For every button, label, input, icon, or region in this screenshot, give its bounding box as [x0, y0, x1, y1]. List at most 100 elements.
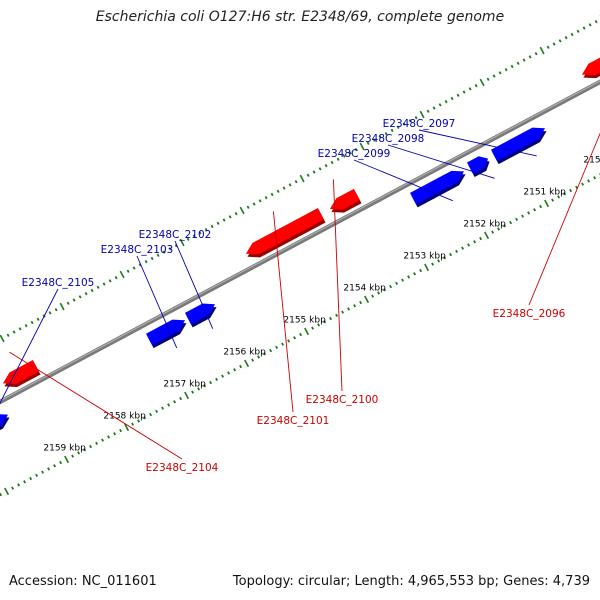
E2348C_2101-leader-line — [272, 211, 294, 413]
inner-ruler-tick — [126, 269, 130, 273]
outer-ruler-tick — [329, 316, 333, 321]
inner-ruler-tick — [342, 154, 346, 158]
outer-ruler-tick — [173, 400, 177, 404]
inner-ruler-tick — [336, 157, 340, 161]
inner-ruler-tick — [90, 288, 94, 293]
inner-ruler-tick — [162, 250, 166, 254]
inner-ruler-tick — [504, 68, 508, 72]
inner-ruler-tick — [479, 78, 485, 87]
inner-ruler-tick — [450, 96, 454, 101]
inner-ruler-tick — [492, 74, 496, 78]
inner-ruler-tick — [486, 77, 490, 81]
E2348C_2105-arrow-shadow — [0, 417, 10, 431]
inner-ruler-tick — [156, 253, 160, 257]
ruler-tick-label: 2155 kbp — [283, 315, 326, 325]
inner-ruler-tick — [594, 20, 598, 24]
inner-ruler-tick — [432, 106, 436, 110]
inner-ruler-tick — [419, 110, 425, 119]
outer-ruler-tick — [287, 339, 291, 343]
outer-ruler-tick — [527, 211, 531, 215]
ruler-tick-label: 2150 kbp — [583, 155, 600, 165]
outer-ruler-tick — [293, 336, 297, 340]
inner-ruler-tick — [288, 183, 292, 187]
outer-ruler-tick — [197, 387, 201, 391]
outer-ruler-tick — [47, 467, 51, 471]
outer-ruler-tick — [569, 188, 573, 193]
ruler-tick-label: 2153 kbp — [403, 251, 446, 261]
outer-ruler-tick — [239, 364, 243, 369]
E2348C_2099-arrow — [410, 170, 465, 205]
inner-ruler-tick — [168, 247, 172, 251]
outer-ruler-tick — [71, 454, 75, 458]
inner-ruler-tick — [144, 260, 148, 264]
E2348C_2097-arrow — [491, 127, 546, 162]
outer-ruler-tick — [215, 377, 219, 382]
ruler-tick-label: 2152 kbp — [463, 219, 506, 229]
outer-ruler-tick — [473, 240, 477, 244]
inner-ruler-tick — [384, 132, 388, 136]
outer-ruler-tick — [161, 406, 165, 410]
E2348C_2103-arrow — [146, 319, 186, 346]
inner-ruler-tick — [359, 142, 365, 151]
outer-ruler-tick — [533, 208, 537, 212]
outer-ruler-tick — [184, 391, 190, 400]
inner-ruler-tick — [96, 285, 100, 289]
backbone-highlight — [0, 80, 600, 402]
inner-ruler-tick — [234, 212, 238, 216]
outer-ruler-tick — [191, 390, 195, 394]
inner-ruler-tick — [312, 170, 316, 174]
backbone-line — [0, 79, 600, 405]
inner-ruler-tick — [510, 64, 514, 69]
outer-ruler-tick — [4, 487, 10, 496]
ruler-tick-label: 2156 kbp — [223, 347, 266, 357]
outer-ruler-tick — [17, 483, 21, 487]
outer-ruler-tick — [233, 368, 237, 372]
outer-ruler-tick — [479, 236, 483, 241]
outer-ruler-tick — [449, 252, 453, 257]
outer-ruler-tick — [251, 358, 255, 362]
E2348C_2096-leader-line — [528, 132, 600, 306]
inner-ruler-tick — [66, 301, 70, 305]
outer-ruler-tick — [89, 444, 93, 449]
inner-ruler-tick — [299, 174, 305, 183]
E2348C_2104-arrow — [2, 360, 39, 384]
outer-ruler-tick — [113, 432, 117, 436]
inner-ruler-tick — [198, 231, 202, 235]
inner-ruler-tick — [426, 109, 430, 113]
inner-ruler-tick — [330, 160, 334, 165]
inner-ruler-tick — [174, 244, 178, 248]
inner-ruler-tick — [239, 206, 245, 215]
outer-ruler-tick — [167, 403, 171, 407]
inner-ruler-tick — [276, 189, 280, 193]
outer-ruler-tick — [593, 176, 597, 180]
E2348C_2097-leader-line — [418, 129, 537, 157]
E2348C_2099-label: E2348C_2099 — [318, 148, 391, 160]
E2348C_2105-leader-line — [0, 288, 59, 405]
inner-ruler-tick — [36, 317, 40, 321]
inner-ruler-tick — [12, 330, 16, 334]
inner-ruler-tick — [372, 138, 376, 142]
outer-ruler-tick — [491, 230, 495, 234]
outer-ruler-tick — [557, 195, 561, 199]
outer-ruler-tick — [323, 320, 327, 324]
inner-ruler-tick — [114, 276, 118, 280]
inner-ruler-tick — [222, 218, 226, 222]
E2348C_2097-label: E2348C_2097 — [383, 118, 456, 130]
E2348C_2103-leader-line — [136, 255, 178, 349]
outer-ruler-tick — [353, 304, 357, 308]
inner-ruler-tick — [264, 196, 268, 200]
inner-ruler-tick — [30, 320, 34, 325]
inner-ruler-tick — [438, 103, 442, 107]
inner-ruler — [0, 15, 600, 343]
outer-ruler-tick — [124, 423, 130, 432]
inner-ruler-tick — [348, 151, 352, 155]
outer-ruler-tick — [521, 214, 525, 218]
E2348C_2096-arrow — [581, 57, 600, 76]
inner-ruler-tick — [324, 164, 328, 168]
inner-ruler-tick — [414, 116, 418, 120]
inner-ruler-tick — [498, 71, 502, 75]
outer-ruler-tick — [437, 259, 441, 263]
inner-ruler-tick — [558, 39, 562, 43]
